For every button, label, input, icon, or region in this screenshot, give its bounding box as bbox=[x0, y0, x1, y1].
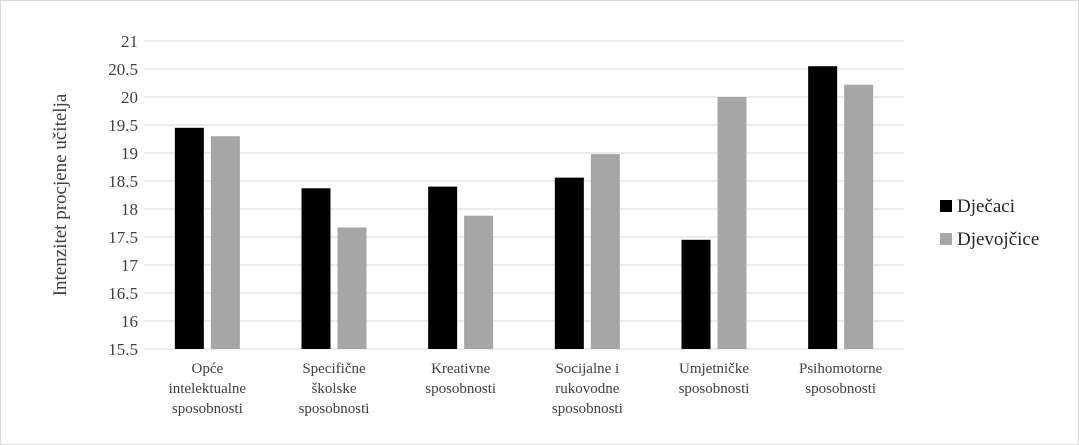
category-label: Kreativne bbox=[431, 361, 490, 377]
y-tick-label: 18.5 bbox=[108, 172, 138, 191]
bar-djecaci bbox=[554, 177, 584, 349]
legend-label: Djevojčice bbox=[957, 229, 1039, 250]
bar-djecaci bbox=[808, 66, 838, 349]
y-tick-label: 18 bbox=[121, 200, 138, 219]
category-label: sposobnosti bbox=[552, 401, 623, 417]
bar-djevojcice bbox=[337, 227, 367, 349]
y-tick-label: 20.5 bbox=[108, 60, 138, 79]
y-tick-label: 19 bbox=[121, 144, 138, 163]
bar-djevojcice bbox=[464, 215, 494, 349]
y-tick-label: 17 bbox=[121, 256, 139, 275]
bar-djecaci bbox=[301, 188, 331, 349]
y-tick-label: 16.5 bbox=[108, 284, 138, 303]
bar-djevojcice bbox=[717, 97, 747, 349]
bar-djevojcice bbox=[210, 136, 240, 349]
category-label: školske bbox=[312, 381, 357, 397]
category-label: Psihomotorne bbox=[799, 361, 883, 377]
bar-djevojcice bbox=[590, 154, 620, 349]
category-label: Opće bbox=[192, 361, 224, 377]
category-label: sposobnosti bbox=[679, 381, 750, 397]
category-label: Umjetničke bbox=[679, 361, 749, 377]
category-label: sposobnosti bbox=[299, 401, 370, 417]
category-label: intelektualne bbox=[169, 381, 247, 397]
y-tick-label: 16 bbox=[121, 312, 138, 331]
y-tick-label: 21 bbox=[121, 32, 138, 51]
y-axis-title: Intenzitet procjene učitelja bbox=[50, 93, 71, 296]
bar-djecaci bbox=[174, 127, 204, 349]
category-label: Socijalne i bbox=[555, 361, 619, 377]
legend-swatch bbox=[940, 200, 952, 212]
y-tick-label: 17.5 bbox=[108, 228, 138, 247]
category-label: sposobnosti bbox=[425, 381, 496, 397]
y-tick-label: 20 bbox=[121, 88, 138, 107]
category-label: sposobnosti bbox=[172, 401, 243, 417]
category-label: sposobnosti bbox=[805, 381, 876, 397]
legend-label: Dječaci bbox=[957, 196, 1015, 217]
bar-djecaci bbox=[428, 186, 458, 349]
y-tick-label: 15.5 bbox=[108, 340, 138, 359]
category-label: rukovodne bbox=[555, 381, 619, 397]
y-tick-label: 19.5 bbox=[108, 116, 138, 135]
category-label: Specifične bbox=[302, 361, 366, 377]
legend-swatch bbox=[940, 233, 952, 245]
bar-djevojcice bbox=[844, 84, 874, 350]
bar-djecaci bbox=[681, 239, 711, 349]
